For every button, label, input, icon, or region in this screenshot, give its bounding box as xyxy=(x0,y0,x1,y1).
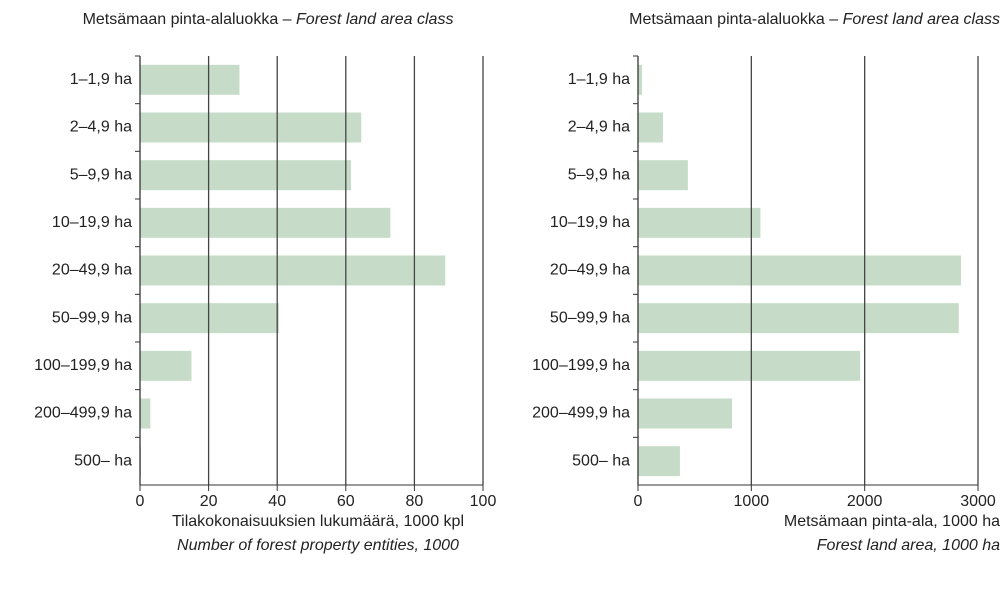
y-tick-label: 200–499,9 ha xyxy=(34,405,132,422)
x-axis-label-en: Number of forest property entities, 1000 xyxy=(177,537,459,554)
bar xyxy=(638,446,680,477)
title-en: Forest land area class xyxy=(843,11,1000,28)
y-tick-label: 100–199,9 ha xyxy=(532,357,630,374)
chart-title: Metsämaan pinta-alaluokka – Forest land … xyxy=(83,11,454,28)
y-tick-label: 500– ha xyxy=(74,452,132,469)
y-tick-label: 100–199,9 ha xyxy=(34,357,132,374)
bar xyxy=(140,207,391,238)
bar xyxy=(638,64,642,95)
bar xyxy=(638,160,688,191)
chart-title: Metsämaan pinta-alaluokka – Forest land … xyxy=(629,11,1000,28)
y-tick-label: 10–19,9 ha xyxy=(52,214,132,231)
bar xyxy=(638,350,861,381)
bar xyxy=(140,64,240,95)
bar xyxy=(638,303,959,334)
y-tick-label: 2–4,9 ha xyxy=(568,119,630,136)
bar xyxy=(140,303,279,334)
x-tick-label: 100 xyxy=(470,493,497,510)
x-tick-label: 1000 xyxy=(734,493,770,510)
y-tick-label: 5–9,9 ha xyxy=(70,166,132,183)
x-tick-label: 0 xyxy=(634,493,643,510)
bar xyxy=(638,112,663,143)
title-fi: Metsämaan pinta-alaluokka – xyxy=(83,11,292,28)
bar xyxy=(140,350,192,381)
y-tick-label: 50–99,9 ha xyxy=(550,309,630,326)
bar xyxy=(140,160,351,191)
x-axis-label: Tilakokonaisuuksien lukumäärä, 1000 kpl xyxy=(172,513,464,530)
bar xyxy=(140,255,446,286)
y-tick-label: 20–49,9 ha xyxy=(550,262,630,279)
bar xyxy=(638,398,733,429)
title-fi: Metsämaan pinta-alaluokka – xyxy=(629,11,838,28)
bar xyxy=(638,207,761,238)
y-tick-label: 200–499,9 ha xyxy=(532,405,630,422)
x-tick-label: 3000 xyxy=(960,493,996,510)
x-axis-label-en: Forest land area, 1000 ha xyxy=(817,537,1000,554)
title-en: Forest land area class xyxy=(296,11,453,28)
y-tick-label: 20–49,9 ha xyxy=(52,262,132,279)
bar xyxy=(140,398,151,429)
y-tick-label: 1–1,9 ha xyxy=(568,71,630,88)
y-tick-label: 2–4,9 ha xyxy=(70,119,132,136)
y-tick-label: 1–1,9 ha xyxy=(70,71,132,88)
y-tick-label: 500– ha xyxy=(572,452,630,469)
x-tick-label: 20 xyxy=(200,493,218,510)
x-tick-label: 0 xyxy=(136,493,145,510)
x-axis-label: Metsämaan pinta-ala, 1000 ha xyxy=(784,513,1000,530)
y-tick-label: 10–19,9 ha xyxy=(550,214,630,231)
x-tick-label: 80 xyxy=(406,493,424,510)
bar xyxy=(638,255,961,286)
y-tick-label: 50–99,9 ha xyxy=(52,309,132,326)
y-tick-label: 5–9,9 ha xyxy=(568,166,630,183)
x-tick-label: 40 xyxy=(268,493,286,510)
x-tick-label: 60 xyxy=(337,493,355,510)
x-tick-label: 2000 xyxy=(847,493,883,510)
bar xyxy=(140,112,362,143)
